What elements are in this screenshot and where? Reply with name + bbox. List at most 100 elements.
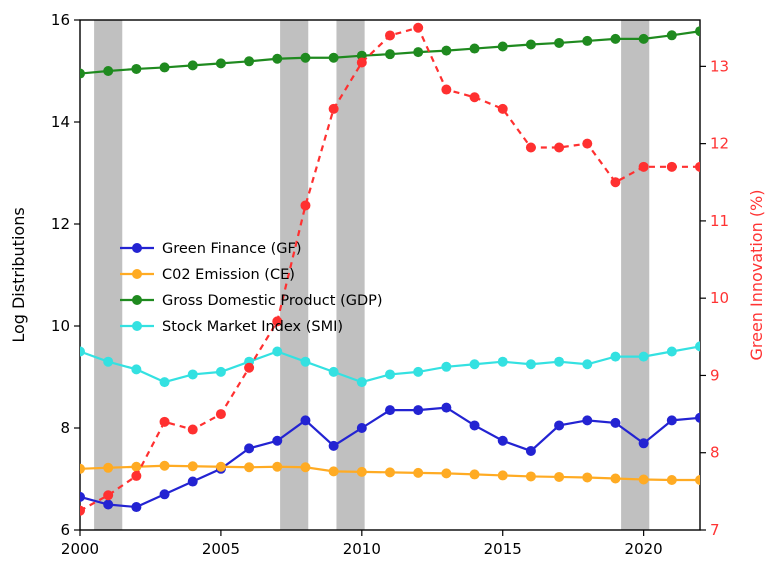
series-marker-gdp bbox=[131, 64, 141, 74]
series-marker-gdp bbox=[610, 34, 620, 44]
series-marker-gi bbox=[610, 177, 620, 187]
series-marker-smi bbox=[357, 377, 367, 387]
series-marker-ce bbox=[582, 472, 592, 482]
y-left-tick-label: 6 bbox=[60, 521, 70, 539]
series-marker-gf bbox=[498, 436, 508, 446]
line-chart: 200020052010201520206810121416Log Distri… bbox=[0, 0, 780, 580]
y-left-tick-label: 12 bbox=[51, 215, 70, 233]
y-left-tick-label: 14 bbox=[51, 113, 70, 131]
series-marker-smi bbox=[470, 359, 480, 369]
series-marker-ce bbox=[441, 468, 451, 478]
series-marker-gf bbox=[103, 500, 113, 510]
series-marker-gf bbox=[470, 420, 480, 430]
series-marker-gdp bbox=[441, 46, 451, 56]
y-left-axis-label: Log Distributions bbox=[9, 207, 28, 342]
series-marker-gf bbox=[667, 415, 677, 425]
legend-marker-gdp bbox=[132, 295, 142, 305]
series-marker-gf bbox=[272, 436, 282, 446]
y-right-tick-label: 9 bbox=[710, 366, 720, 384]
series-marker-smi bbox=[131, 364, 141, 374]
series-marker-ce bbox=[188, 461, 198, 471]
series-marker-gf bbox=[582, 415, 592, 425]
series-marker-ce bbox=[639, 475, 649, 485]
legend-label-smi: Stock Market Index (SMI) bbox=[162, 319, 343, 335]
legend-label-gdp: Gross Domestic Product (GDP) bbox=[162, 293, 383, 309]
series-marker-smi bbox=[582, 359, 592, 369]
series-marker-smi bbox=[385, 369, 395, 379]
series-marker-smi bbox=[413, 367, 423, 377]
series-marker-smi bbox=[667, 347, 677, 357]
series-marker-gdp bbox=[470, 44, 480, 54]
series-marker-gi bbox=[160, 417, 170, 427]
series-marker-gi bbox=[470, 92, 480, 102]
y-right-axis-label: Green Innovation (%) bbox=[747, 189, 766, 360]
series-marker-gf bbox=[610, 418, 620, 428]
series-marker-gf bbox=[300, 415, 310, 425]
legend-label-gf: Green Finance (GF) bbox=[162, 241, 302, 257]
series-marker-gf bbox=[329, 441, 339, 451]
series-marker-gf bbox=[188, 477, 198, 487]
series-marker-ce bbox=[413, 468, 423, 478]
series-marker-gf bbox=[413, 405, 423, 415]
y-left-tick-label: 8 bbox=[60, 419, 70, 437]
series-marker-gi bbox=[413, 23, 423, 33]
series-marker-ce bbox=[667, 475, 677, 485]
series-marker-gf bbox=[554, 420, 564, 430]
series-marker-gdp bbox=[667, 30, 677, 40]
y-right-tick-label: 10 bbox=[710, 289, 729, 307]
series-marker-gi bbox=[498, 104, 508, 114]
series-marker-gi bbox=[385, 30, 395, 40]
series-marker-gi bbox=[526, 143, 536, 153]
series-marker-ce bbox=[470, 469, 480, 479]
series-marker-ce bbox=[357, 467, 367, 477]
legend-marker-ce bbox=[132, 269, 142, 279]
series-marker-smi bbox=[160, 377, 170, 387]
y-right-tick-label: 12 bbox=[710, 135, 729, 153]
series-marker-ce bbox=[554, 472, 564, 482]
x-tick-label: 2005 bbox=[202, 540, 240, 558]
series-marker-gdp bbox=[103, 66, 113, 76]
x-tick-label: 2020 bbox=[625, 540, 663, 558]
series-marker-smi bbox=[554, 357, 564, 367]
series-marker-gi bbox=[131, 471, 141, 481]
series-marker-gdp bbox=[498, 42, 508, 52]
series-marker-gdp bbox=[272, 54, 282, 64]
y-right-tick-label: 13 bbox=[710, 57, 729, 75]
series-marker-gdp bbox=[329, 53, 339, 63]
series-marker-smi bbox=[272, 347, 282, 357]
series-marker-gdp bbox=[554, 38, 564, 48]
series-marker-ce bbox=[160, 461, 170, 471]
series-marker-gi bbox=[357, 58, 367, 68]
series-marker-gdp bbox=[639, 34, 649, 44]
y-right-tick-label: 11 bbox=[710, 212, 729, 230]
x-tick-label: 2000 bbox=[61, 540, 99, 558]
series-marker-gf bbox=[160, 489, 170, 499]
series-marker-gdp bbox=[188, 60, 198, 70]
series-marker-gdp bbox=[385, 49, 395, 59]
series-marker-gdp bbox=[160, 62, 170, 72]
series-marker-smi bbox=[526, 359, 536, 369]
series-marker-ce bbox=[526, 471, 536, 481]
series-marker-ce bbox=[103, 463, 113, 473]
series-marker-gi bbox=[103, 490, 113, 500]
legend-marker-gf bbox=[132, 243, 142, 253]
x-tick-label: 2010 bbox=[343, 540, 381, 558]
series-marker-gi bbox=[639, 162, 649, 172]
legend-marker-smi bbox=[132, 321, 142, 331]
legend-label-ce: C02 Emission (CE) bbox=[162, 267, 295, 283]
series-marker-ce bbox=[216, 462, 226, 472]
series-marker-gf bbox=[357, 423, 367, 433]
series-marker-ce bbox=[300, 462, 310, 472]
series-marker-smi bbox=[300, 357, 310, 367]
series-marker-gi bbox=[441, 85, 451, 95]
series-marker-gi bbox=[244, 363, 254, 373]
series-marker-gdp bbox=[216, 58, 226, 68]
shaded-band bbox=[94, 20, 122, 530]
series-marker-gdp bbox=[526, 39, 536, 49]
y-left-tick-label: 10 bbox=[51, 317, 70, 335]
series-marker-gi bbox=[216, 409, 226, 419]
series-marker-smi bbox=[188, 369, 198, 379]
series-marker-gf bbox=[639, 438, 649, 448]
series-marker-smi bbox=[103, 357, 113, 367]
series-marker-gi bbox=[188, 425, 198, 435]
